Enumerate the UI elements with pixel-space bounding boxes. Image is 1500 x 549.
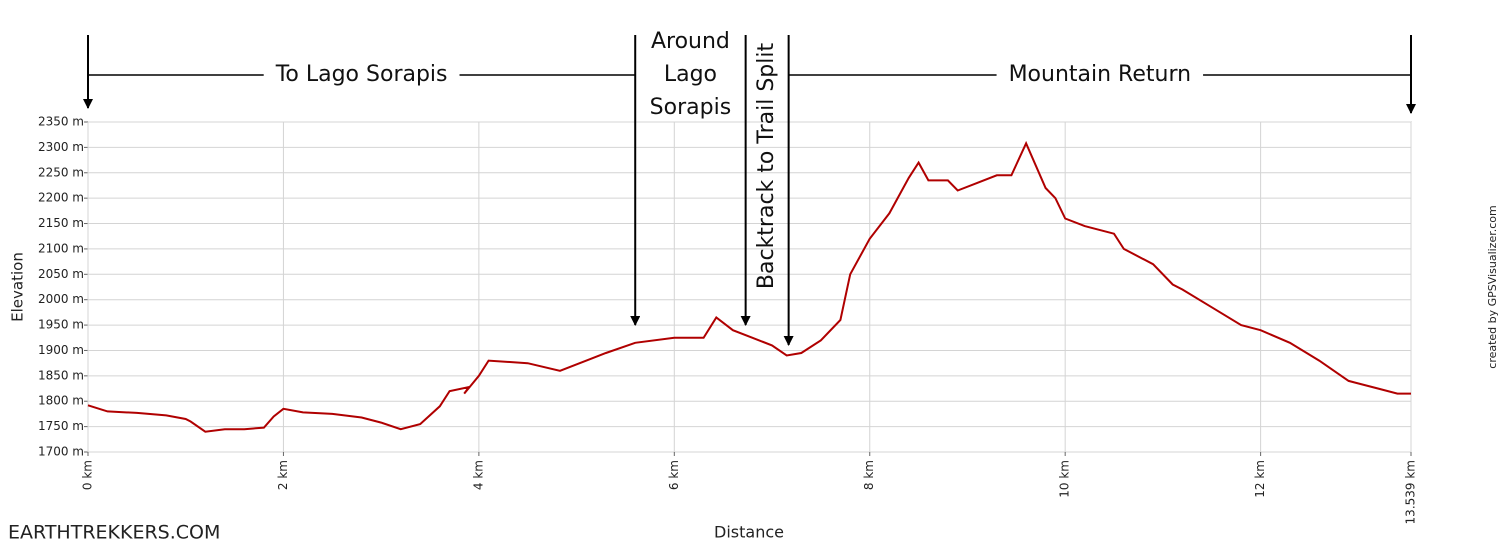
- y-tick-label: 1900 m: [38, 343, 84, 357]
- x-tick-label: 8 km: [862, 460, 876, 490]
- section-label: Backtrack to Trail Split: [754, 43, 779, 290]
- watermark: EARTHTREKKERS.COM: [8, 522, 220, 544]
- y-tick-label: 2350 m: [38, 115, 84, 129]
- section-label: To Lago Sorapis: [275, 62, 448, 87]
- x-tick-label: 10 km: [1058, 460, 1072, 498]
- x-tick-label: 4 km: [471, 460, 485, 490]
- plot-area: [87, 121, 1412, 453]
- x-tick-label: 13.539 km: [1404, 460, 1418, 524]
- section-label: Mountain Return: [1009, 62, 1192, 87]
- y-tick-label: 2300 m: [38, 140, 84, 154]
- y-axis-label: Elevation: [9, 252, 27, 322]
- y-tick-label: 2000 m: [38, 292, 84, 306]
- y-tick-label: 2050 m: [38, 267, 84, 281]
- y-tick-label: 1750 m: [38, 419, 84, 433]
- x-tick-label: 12 km: [1253, 460, 1267, 498]
- x-tick-label: 6 km: [667, 460, 681, 490]
- y-tick-label: 1800 m: [38, 394, 84, 408]
- section-label: Around Lago Sorapis: [650, 29, 732, 120]
- elevation-line: [87, 140, 1411, 433]
- x-tick-label: 0 km: [81, 460, 95, 490]
- x-axis-label: Distance: [714, 523, 784, 542]
- y-tick-label: 2250 m: [38, 165, 84, 179]
- y-tick-label: 1700 m: [38, 445, 84, 459]
- y-tick-label: 1950 m: [38, 318, 84, 332]
- y-tick-label: 2100 m: [38, 241, 84, 255]
- y-tick-label: 2150 m: [38, 216, 84, 230]
- y-tick-label: 2200 m: [38, 191, 84, 205]
- x-tick-label: 2 km: [276, 460, 290, 490]
- y-tick-label: 1850 m: [38, 368, 84, 382]
- credit: created by GPSVisualizer.com: [1486, 205, 1499, 368]
